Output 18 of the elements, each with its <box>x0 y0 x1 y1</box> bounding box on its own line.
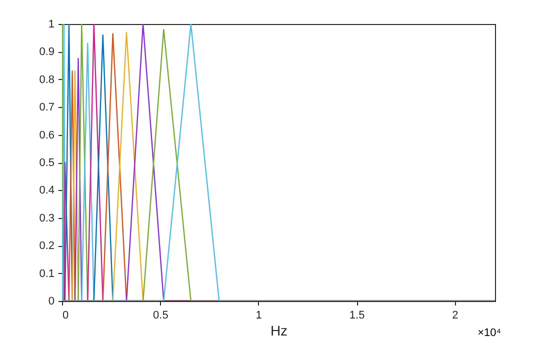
x-axis-title: Hz <box>270 322 288 337</box>
y-tick-label: 0 <box>48 296 54 308</box>
y-tick-label: 0.5 <box>39 157 54 169</box>
x-tick-label: 2 <box>452 310 458 322</box>
y-tick-label: 0.3 <box>39 212 54 224</box>
x-tick-label: 1.5 <box>349 310 365 322</box>
y-tick-label: 1 <box>48 18 54 30</box>
x-tick-label: 0.5 <box>153 310 168 322</box>
y-tick-label: 0.4 <box>39 184 54 197</box>
y-tick-label: 0.6 <box>39 129 54 142</box>
x-tick-label: 0 <box>62 310 69 322</box>
y-tick-label: 0.1 <box>39 268 54 280</box>
x-tick-label: 1 <box>256 310 262 322</box>
y-tick-label: 0.2 <box>39 240 54 252</box>
y-tick-label: 0.8 <box>39 74 54 86</box>
y-tick-label: 0.9 <box>39 46 54 58</box>
text: ×10⁴ <box>478 327 502 337</box>
y-tick-label: 0.7 <box>39 102 54 114</box>
